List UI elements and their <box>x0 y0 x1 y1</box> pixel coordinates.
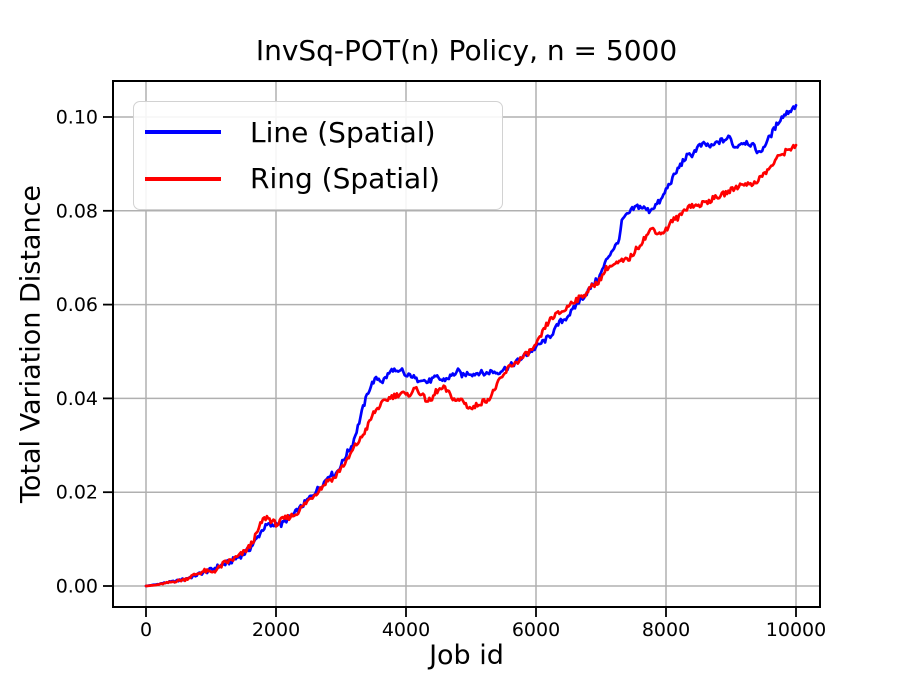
legend-label-line-spatial: Line (Spatial) <box>250 115 436 149</box>
y-tick-label: 0.00 <box>56 576 98 598</box>
line-spatial-swatch <box>145 130 221 135</box>
y-tick-label: 0.04 <box>56 388 98 410</box>
y-tick-label: 0.02 <box>56 482 98 504</box>
legend-entry-ring-spatial: Ring (Spatial) <box>134 162 502 195</box>
x-tick-label: 8000 <box>642 619 690 641</box>
x-tick-label: 6000 <box>512 619 560 641</box>
series-group <box>144 103 798 588</box>
tick-labels: 0 2000 4000 6000 8000 10000 0.00 0.02 0.04 0.06 0.… <box>56 107 827 642</box>
legend-label-ring-spatial: Ring (Spatial) <box>250 162 440 196</box>
y-tick-label: 0.06 <box>56 294 98 316</box>
chart-title: InvSq-POT(n) Policy, n = 5000 <box>255 34 678 67</box>
legend-entry-line-spatial: Line (Spatial) <box>134 116 502 149</box>
ring-spatial-swatch <box>145 176 221 181</box>
x-axis-label: Job id <box>429 640 504 671</box>
tick-marks <box>103 116 797 617</box>
y-axis-label: Total Variation Distance <box>15 184 47 504</box>
x-tick-label: 10000 <box>766 619 826 641</box>
x-tick-label: 4000 <box>382 619 430 641</box>
legend-box: Line (Spatial) Ring (Spatial) <box>133 101 503 210</box>
x-tick-label: 2000 <box>252 619 300 641</box>
series-path-ring-spatial <box>144 143 798 588</box>
y-tick-label: 0.10 <box>56 107 98 129</box>
axes-spines <box>112 80 821 608</box>
y-tick-label: 0.08 <box>56 200 98 222</box>
x-tick-label: 0 <box>140 619 152 641</box>
